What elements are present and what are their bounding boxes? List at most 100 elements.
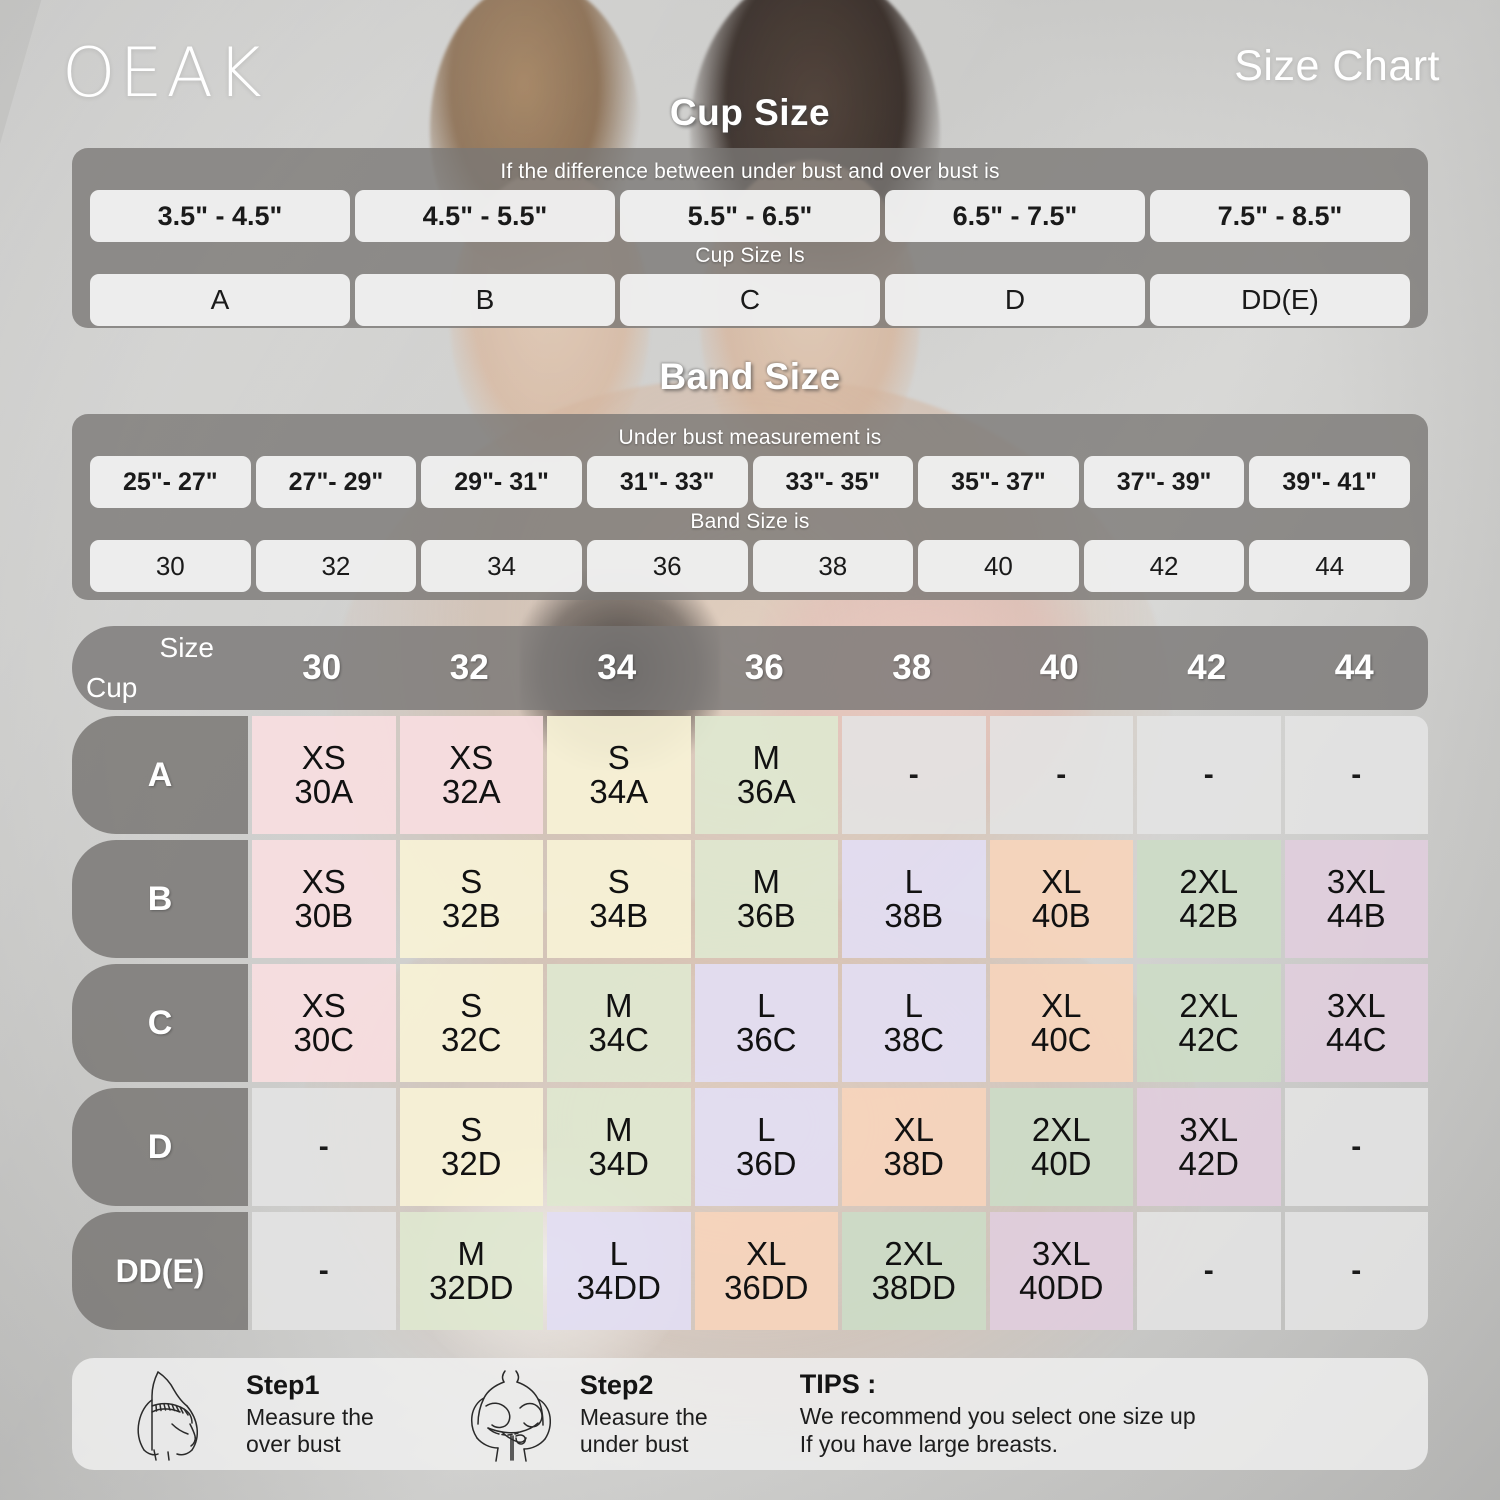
step-1-title: Step1 [246, 1370, 320, 1401]
band-value-cell-2: 34 [421, 540, 582, 592]
matrix-cell-32A: XS 32A [399, 716, 543, 834]
matrix-row-a: A XS 30A XS 32A S 34A M 36A - - - - [72, 716, 1428, 834]
corner-cup-label: Cup [86, 672, 138, 703]
matrix-cell-34A: S 34A [547, 716, 691, 834]
matrix-cell-40D: 2XL 40D [989, 1088, 1133, 1206]
cell-size-label: 2XL [884, 1234, 944, 1272]
step-2-line-1: Measure the [579, 1404, 708, 1431]
band-range-cell-4: 33"- 35" [752, 456, 914, 508]
band-value-cell-3: 36 [586, 540, 748, 592]
matrix-row-cells: XS 30A XS 32A S 34A M 36A - - - - [248, 716, 1428, 834]
matrix-cell-36DD: XL 36DD [694, 1212, 838, 1330]
step-1-line-1: Measure the [246, 1404, 374, 1431]
cell-size-label: XS [301, 862, 346, 900]
band-size-panel: Under bust measurement is 25"- 27" 27"- 2… [72, 414, 1428, 600]
brand-logo: OEAK [62, 34, 266, 113]
matrix-cell-36A: M 36A [694, 716, 838, 834]
band-caption-top: Under bust measurement is [618, 426, 882, 449]
step-1: Step1 Measure the over bust [124, 1366, 374, 1462]
cell-size-code: 38DD [871, 1269, 956, 1306]
cell-size-code: 40D [1030, 1145, 1092, 1182]
matrix-row-c: C XS 30C S 32C M 34C L 36C L 38C XL 40C 2XL 42C 3XL 44C [72, 964, 1428, 1082]
cell-size-label: XS [449, 738, 494, 776]
matrix-cell-34B: S 34B [547, 840, 691, 958]
cell-size-label: L [904, 986, 923, 1024]
step-2: Step2 Measure the under bust [458, 1366, 708, 1462]
matrix-row-cells: XS 30C S 32C M 34C L 36C L 38C XL 40C 2XL 42C 3XL 44C [248, 964, 1428, 1082]
cell-size-code: 44B [1326, 897, 1386, 934]
cell-size-code: 36DD [724, 1269, 809, 1306]
matrix-row-d: D - S 32D M 34D L 36D XL 38D 2XL 40D 3XL 42D - [72, 1088, 1428, 1206]
matrix-cell-36B: M 36B [694, 840, 838, 958]
matrix-column-header-42: 42 [1187, 648, 1227, 687]
cup-range-cell-3: 6.5" - 7.5" [885, 190, 1145, 242]
cell-size-label: M [457, 1234, 486, 1272]
band-range-cell-2: 29"- 31" [421, 456, 582, 508]
matrix-cell-34D: M 34D [547, 1088, 691, 1206]
band-range-row: 25"- 27" 27"- 29" 29"- 31" 31"- 33" 33"- 35"… [90, 456, 1410, 508]
matrix-cell-44B: 3XL 44B [1284, 840, 1428, 958]
matrix-cell-empty-42A: - [1137, 716, 1281, 834]
empty-marker: - [1351, 758, 1362, 792]
cup-value-cell-3: D [885, 274, 1145, 326]
matrix-row-label-b: B [72, 840, 248, 958]
step-1-line-2: over bust [246, 1431, 341, 1457]
empty-marker: - [1203, 758, 1214, 792]
cell-size-label: S [460, 862, 483, 900]
cell-size-label: S [607, 862, 630, 900]
matrix-column-header-36: 36 [744, 648, 784, 687]
band-range-cell-1: 27"- 29" [255, 456, 417, 508]
over-bust-measure-icon [124, 1366, 234, 1462]
cell-size-label: M [752, 862, 781, 900]
tips-title: TIPS : [799, 1369, 877, 1400]
cup-value-cell-4: DD(E) [1150, 274, 1410, 326]
cell-size-label: XS [301, 738, 346, 776]
cell-size-code: 36A [736, 773, 796, 810]
matrix-row-cells: - M 32DD L 34DD XL 36DD 2XL 38DD 3XL 40DD - - [248, 1212, 1428, 1330]
cup-caption-top: If the difference between under bust and… [500, 160, 1000, 183]
band-value-cell-0: 30 [90, 540, 251, 592]
cell-size-label: L [757, 1110, 776, 1148]
cell-size-code: 40C [1030, 1021, 1092, 1058]
matrix-column-header-34: 34 [597, 648, 637, 687]
cell-size-label: 3XL [1326, 986, 1386, 1024]
matrix-cell-empty-42DDE: - [1137, 1212, 1281, 1330]
matrix-cell-empty-44A: - [1284, 716, 1428, 834]
cup-range-cell-1: 4.5" - 5.5" [355, 190, 615, 242]
empty-marker: - [1056, 758, 1067, 792]
cell-size-label: S [607, 738, 630, 776]
cell-size-code: 42B [1179, 897, 1239, 934]
empty-marker: - [1351, 1130, 1362, 1164]
matrix-cell-40C: XL 40C [989, 964, 1133, 1082]
matrix-cell-30A: XS 30A [252, 716, 396, 834]
band-caption-bottom: Band Size is [690, 510, 810, 533]
matrix-row-cells: - S 32D M 34D L 36D XL 38D 2XL 40D 3XL 42D - [248, 1088, 1428, 1206]
matrix-cell-32D: S 32D [399, 1088, 543, 1206]
cell-size-code: 40DD [1019, 1269, 1104, 1306]
size-matrix: Size Cup 30 32 34 36 38 40 42 44 A XS 30A XS 32A S 34… [72, 626, 1428, 1336]
cell-size-code: 34A [589, 773, 649, 810]
tips-line-1: We recommend you select one size up [799, 1403, 1196, 1430]
cell-size-label: L [757, 986, 776, 1024]
cup-size-panel: If the difference between under bust and… [72, 148, 1428, 328]
cell-size-label: XL [893, 1110, 934, 1148]
cup-value-cell-0: A [90, 274, 350, 326]
cell-size-code: 30C [293, 1021, 355, 1058]
matrix-row-label-dde: DD(E) [72, 1212, 248, 1330]
corner-size-label: Size [159, 632, 214, 663]
cell-size-code: 40B [1031, 897, 1091, 934]
matrix-row-dde: DD(E) - M 32DD L 34DD XL 36DD 2XL 38DD 3XL 40DD - - [72, 1212, 1428, 1330]
cell-size-code: 38C [883, 1021, 945, 1058]
cell-size-label: M [605, 986, 633, 1024]
matrix-row-b: B XS 30B S 32B S 34B M 36B L 38B XL 40B 2XL 42B 3XL 44B [72, 840, 1428, 958]
footer-bar: Step1 Measure the over bust [72, 1358, 1428, 1470]
band-value-cell-1: 32 [255, 540, 417, 592]
matrix-row-cells: XS 30B S 32B S 34B M 36B L 38B XL 40B 2XL 42B 3XL 44B [248, 840, 1428, 958]
cell-size-code: 30B [294, 897, 354, 934]
matrix-cell-42D: 3XL 42D [1137, 1088, 1281, 1206]
empty-marker: - [318, 1130, 329, 1164]
matrix-body: A XS 30A XS 32A S 34A M 36A - - - - B XS 30B S 32B S 34B M 36… [72, 716, 1428, 1330]
cup-range-cell-4: 7.5" - 8.5" [1150, 190, 1410, 242]
matrix-cell-36D: L 36D [694, 1088, 838, 1206]
cell-size-code: 32A [441, 773, 501, 810]
